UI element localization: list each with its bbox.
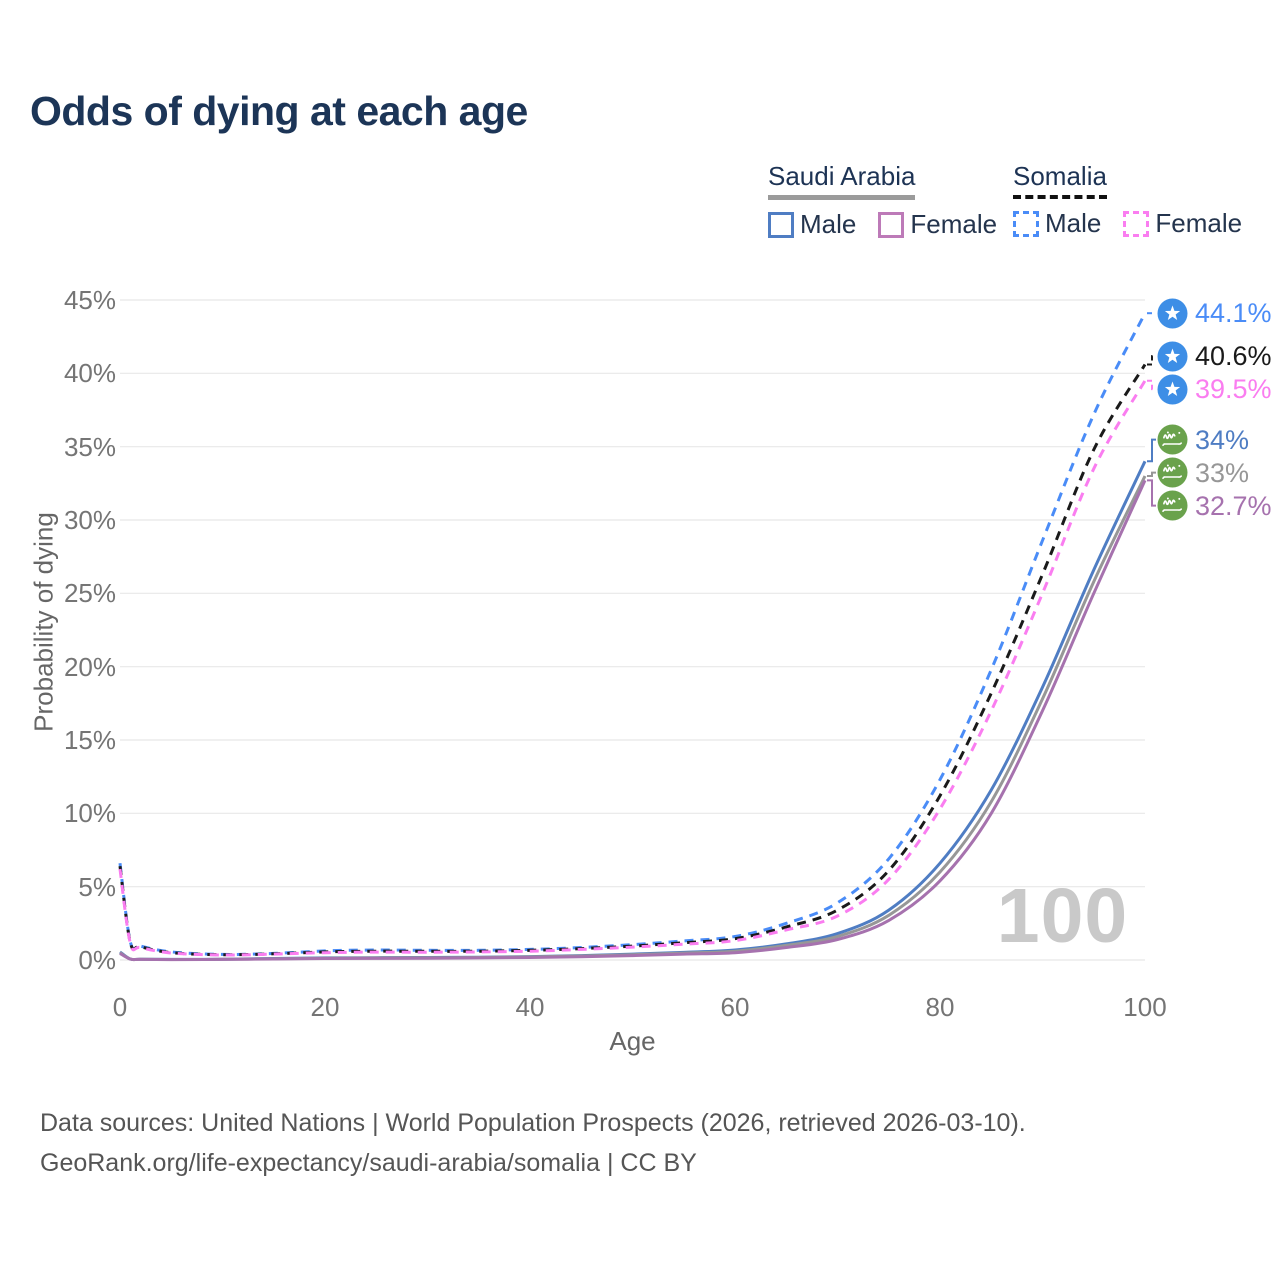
legend-heading-saudi-arabia: Saudi Arabia (768, 161, 916, 200)
end-label-saudi-arabia-female: 32.7% (1157, 490, 1272, 522)
y-tick-label: 15% (63, 725, 116, 755)
series-line-saudi-arabia-male[interactable] (119, 460, 1147, 962)
legend-group-somalia: Somalia Male Female (1013, 161, 1242, 239)
legend-heading-somalia: Somalia (1013, 161, 1107, 199)
saudi-arabia-flag-icon (1157, 424, 1188, 455)
x-tick-label: 0 (112, 992, 128, 1022)
end-label-somalia-both: 40.6% (1157, 340, 1272, 372)
legend-row-saudi-arabia: Male Female (768, 209, 997, 240)
x-tick-label: 60 (720, 992, 750, 1022)
saudi-female-swatch-icon (878, 211, 905, 238)
end-label-saudi-arabia-both: 33% (1157, 457, 1249, 489)
y-tick-label: 0% (78, 945, 116, 975)
somalia-flag-icon (1157, 374, 1188, 405)
x-tick-label: 40 (515, 992, 545, 1022)
y-tick-label: 40% (63, 358, 116, 389)
age-counter-watermark: 100 (996, 873, 1129, 959)
legend-item-saudi-female[interactable]: Female (878, 209, 997, 240)
saudi-arabia-flag-icon (1157, 457, 1188, 488)
end-label-leader-line (1147, 471, 1156, 477)
x-axis-title: Age (609, 1026, 656, 1056)
y-tick-label: 35% (63, 431, 116, 462)
somalia-female-swatch-icon (1123, 210, 1150, 237)
end-label-value: 33% (1195, 457, 1250, 488)
legend-group-saudi-arabia: Saudi Arabia Male Female (768, 161, 997, 240)
end-label-value: 39.5% (1195, 374, 1272, 405)
y-tick-label: 25% (63, 578, 116, 609)
series-line-somalia-both[interactable] (118, 363, 1147, 957)
legend-item-somalia-male[interactable]: Male (1013, 208, 1101, 239)
end-label-somalia-female: 39.5% (1157, 373, 1272, 405)
somalia-flag-icon (1157, 298, 1188, 329)
end-label-somalia-male: 44.1% (1157, 297, 1272, 329)
legend-item-label: Female (1155, 208, 1243, 238)
end-label-value: 44.1% (1195, 298, 1272, 329)
y-tick-label: 10% (63, 798, 116, 829)
end-label-leader-line (1147, 379, 1156, 391)
legend-item-label: Male (800, 209, 857, 239)
end-label-leader-line (1147, 355, 1156, 366)
y-tick-label: 5% (78, 871, 116, 902)
somalia-flag-icon (1157, 341, 1188, 372)
y-axis-title: Probability of dying (28, 512, 59, 732)
y-tick-label: 20% (63, 651, 116, 682)
series-line-somalia-female[interactable] (118, 379, 1147, 957)
x-tick-label: 20 (310, 992, 340, 1022)
series-line-saudi-arabia-female[interactable] (119, 479, 1147, 962)
somalia-male-swatch-icon (1013, 210, 1039, 237)
legend-row-somalia: Male Female (1013, 208, 1242, 239)
page-title: Odds of dying at each age (30, 88, 528, 134)
end-label-value: 32.7% (1195, 490, 1272, 521)
end-label-leader-line (1147, 438, 1156, 463)
end-label-saudi-arabia-male: 34% (1157, 424, 1249, 456)
y-tick-label: 30% (63, 505, 116, 535)
end-label-leader-line (1147, 479, 1156, 507)
saudi-arabia-flag-icon (1157, 490, 1188, 521)
end-label-value: 40.6% (1195, 341, 1272, 372)
footer-attribution-link: GeoRank.org/life-expectancy/saudi-arabia… (40, 1149, 697, 1177)
x-tick-label: 80 (925, 992, 955, 1022)
y-tick-label: 45% (63, 285, 116, 315)
legend-item-label: Male (1045, 208, 1102, 238)
legend-item-label: Female (910, 209, 998, 239)
legend-item-somalia-female[interactable]: Female (1123, 208, 1242, 239)
end-label-value: 34% (1195, 424, 1250, 455)
series-line-somalia-male[interactable] (118, 312, 1147, 956)
footer-data-sources: Data sources: United Nations | World Pop… (40, 1109, 1026, 1137)
x-tick-label: 100 (1123, 992, 1167, 1022)
legend-item-saudi-male[interactable]: Male (768, 209, 856, 240)
saudi-male-swatch-icon (768, 211, 794, 238)
